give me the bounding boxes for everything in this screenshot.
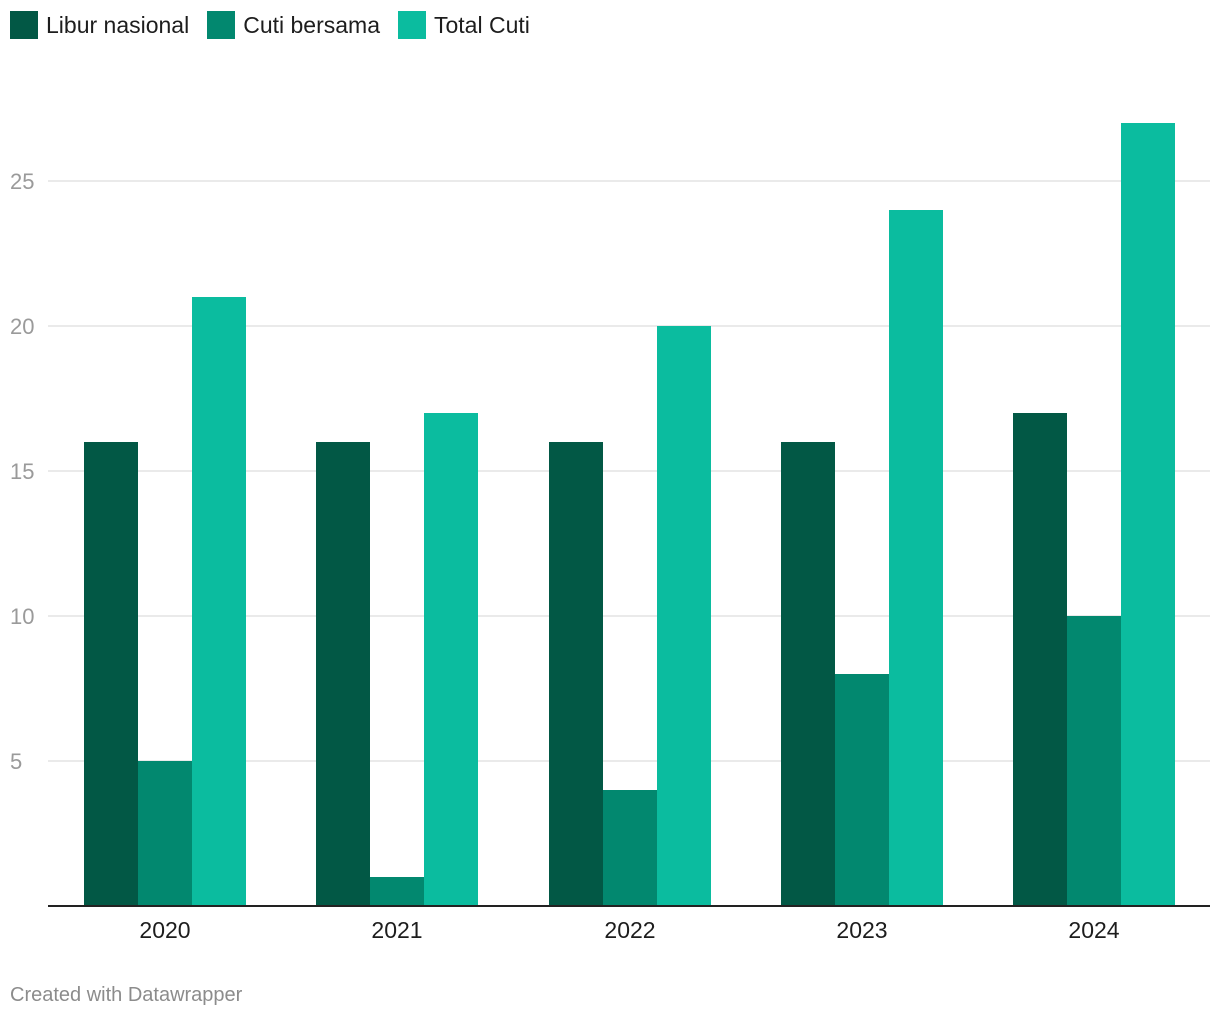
footer-credit: Created with Datawrapper bbox=[10, 984, 243, 1006]
x-tick-label: 2020 bbox=[139, 917, 190, 943]
y-tick-label: 15 bbox=[10, 459, 34, 484]
bar bbox=[1067, 616, 1121, 906]
legend-item-cuti-bersama: Cuti bersama bbox=[207, 11, 380, 39]
bar bbox=[424, 413, 478, 906]
y-tick-label: 25 bbox=[10, 169, 34, 194]
bar-chart: 5 10 15 20 25 2020 2021 2022 2023 2024 bbox=[10, 123, 1210, 943]
bar bbox=[370, 877, 424, 906]
legend-swatch-total-cuti bbox=[398, 11, 426, 39]
x-tick-label: 2021 bbox=[371, 917, 422, 943]
bar bbox=[138, 761, 192, 906]
legend-swatch-cuti-bersama bbox=[207, 11, 236, 39]
y-tick-label: 10 bbox=[10, 604, 34, 629]
bar bbox=[835, 674, 889, 906]
x-tick-label: 2022 bbox=[604, 917, 655, 943]
x-tick-label: 2023 bbox=[836, 917, 887, 943]
legend-item-total-cuti: Total Cuti bbox=[398, 11, 530, 39]
legend-label: Total Cuti bbox=[434, 11, 530, 38]
legend-label: Cuti bersama bbox=[243, 11, 380, 38]
legend: Libur nasional Cuti bersama Total Cuti bbox=[10, 11, 548, 39]
bar bbox=[657, 326, 711, 906]
bar bbox=[889, 210, 943, 906]
x-tick-label: 2024 bbox=[1068, 917, 1119, 943]
legend-label: Libur nasional bbox=[46, 11, 190, 38]
y-tick-label: 5 bbox=[10, 749, 22, 774]
bar bbox=[781, 442, 835, 906]
bar bbox=[192, 297, 246, 906]
bar bbox=[1121, 123, 1175, 906]
bar bbox=[603, 790, 657, 906]
bar bbox=[316, 442, 370, 906]
bar bbox=[84, 442, 138, 906]
y-tick-label: 20 bbox=[10, 314, 34, 339]
legend-item-libur-nasional: Libur nasional bbox=[10, 11, 189, 39]
legend-swatch-libur-nasional bbox=[10, 11, 38, 39]
bar bbox=[549, 442, 603, 906]
bar bbox=[1013, 413, 1067, 906]
